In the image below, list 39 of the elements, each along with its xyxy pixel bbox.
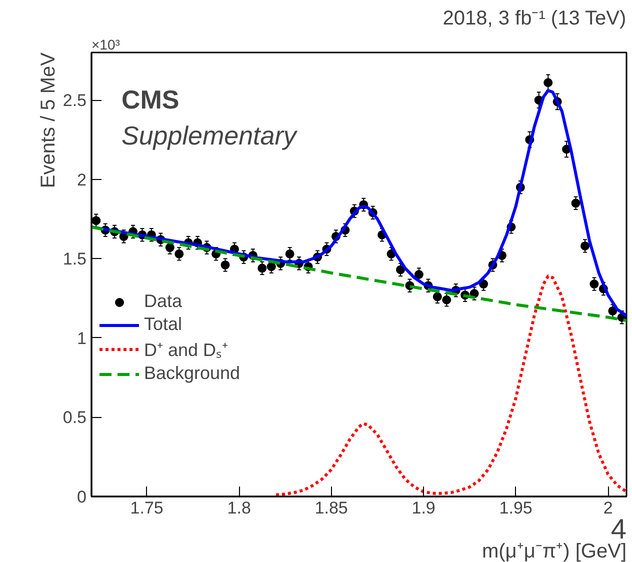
x-tick-label: 2 <box>603 498 613 518</box>
x-tick-label: 1.85 <box>314 498 348 518</box>
legend-label: Total <box>144 314 182 335</box>
point <box>220 260 230 270</box>
point <box>92 216 101 226</box>
point <box>479 280 488 289</box>
y-tick-label: 0 <box>77 488 87 506</box>
x-tick-label: 1.9 <box>412 498 436 518</box>
text: ×10³ <box>92 36 120 52</box>
legend-label: Data <box>144 291 182 312</box>
x-tick-label: 1.95 <box>499 498 532 518</box>
annotation: CMS <box>122 84 180 114</box>
y-tick-label: 2.5 <box>62 91 87 110</box>
x-tick-label: 1.8 <box>227 498 251 518</box>
point <box>432 292 442 302</box>
point <box>396 265 406 274</box>
y-tick-label: 0.5 <box>62 408 87 428</box>
y-tick-label: 2 <box>77 170 87 190</box>
point <box>165 243 174 252</box>
point <box>544 78 553 88</box>
point <box>174 249 184 258</box>
point <box>571 198 580 208</box>
point <box>580 241 590 250</box>
point <box>608 306 618 316</box>
x-tick-label: 1.75 <box>130 498 164 518</box>
y-axis-title: Events / 5 MeV <box>38 52 60 188</box>
point <box>442 295 452 304</box>
point <box>590 280 599 289</box>
point <box>266 262 276 272</box>
annotation: Supplementary <box>122 120 298 150</box>
y-tick-label: 1.5 <box>62 250 87 269</box>
point <box>285 249 294 258</box>
legend-label: Background <box>144 363 240 384</box>
line-series <box>274 274 626 496</box>
y-tick-label: 1 <box>77 328 87 348</box>
point <box>258 264 267 273</box>
point <box>414 270 424 279</box>
chart-title: 2018, 3 fb⁻¹ (13 TeV) <box>442 8 626 30</box>
legend-label: D⁺ and Dₛ⁺ <box>144 339 228 361</box>
